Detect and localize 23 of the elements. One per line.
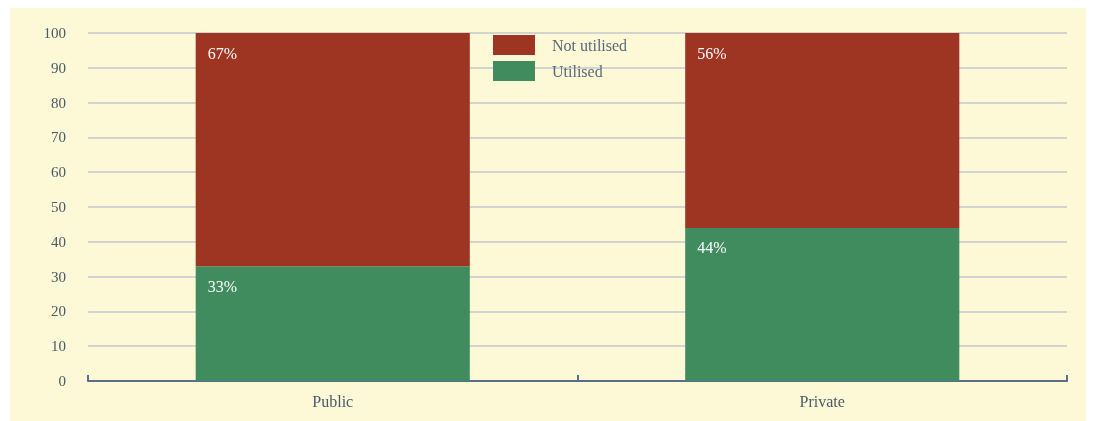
data-label: 33% — [207, 277, 238, 295]
legend-label: Utilised — [552, 62, 603, 80]
x-tick-label: Public — [312, 392, 354, 410]
y-tick-label: 50 — [51, 199, 66, 215]
legend-label: Not utilised — [552, 36, 628, 54]
data-label: 56% — [697, 44, 727, 62]
y-tick-label: 90 — [51, 59, 66, 76]
bar — [685, 227, 960, 381]
data-label: 67% — [207, 44, 238, 62]
bar — [685, 33, 960, 228]
y-tick-label: 80 — [51, 94, 66, 111]
bar — [195, 266, 470, 381]
y-tick-label: 40 — [51, 233, 66, 250]
y-tick-label: 70 — [51, 129, 66, 146]
y-tick-label: 60 — [51, 164, 66, 181]
y-tick-label: 10 — [51, 338, 66, 355]
x-tick-label: Private — [799, 392, 845, 410]
data-label: 44% — [697, 239, 727, 257]
y-tick-label: 0 — [58, 373, 66, 389]
bar — [195, 33, 470, 267]
y-tick-label: 20 — [51, 303, 66, 320]
y-tick-label: 100 — [43, 25, 66, 41]
y-tick-label: 30 — [51, 268, 66, 285]
